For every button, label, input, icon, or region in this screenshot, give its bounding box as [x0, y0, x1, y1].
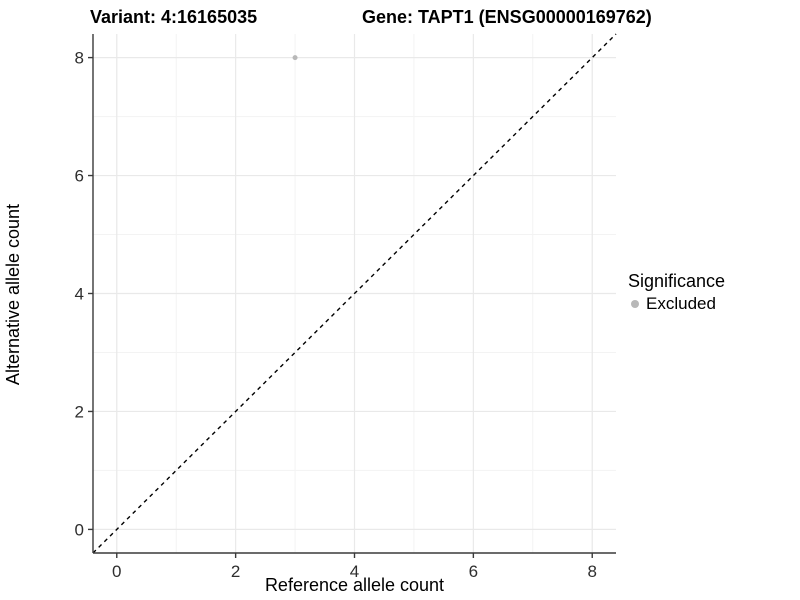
y-tick-label: 6	[75, 167, 84, 186]
y-tick-label: 2	[75, 402, 84, 421]
x-tick-label: 2	[231, 562, 240, 581]
plot-title-variant: Variant: 4:16165035	[90, 7, 258, 27]
legend-title: Significance	[628, 271, 726, 291]
y-tick-label: 4	[75, 285, 84, 304]
y-tick-label: 8	[75, 49, 84, 68]
plot-panel: 0 2 4 6 8 0 2 4 6 8	[75, 33, 617, 581]
legend-point-icon	[631, 300, 639, 308]
legend-item-label: Excluded	[646, 294, 716, 313]
y-tick-label: 0	[75, 520, 84, 539]
legend: Significance Excluded	[628, 271, 725, 314]
x-tick-label: 0	[112, 562, 121, 581]
legend-item-excluded: Excluded	[628, 294, 725, 314]
data-point	[292, 55, 298, 61]
y-axis-title: Alternative allele count	[3, 203, 23, 386]
x-tick-label: 8	[587, 562, 596, 581]
identity-reference-line	[92, 33, 617, 554]
x-tick-label: 6	[469, 562, 478, 581]
plot-title-gene: Gene: TAPT1 (ENSG00000169762)	[362, 7, 652, 27]
x-axis-title: Reference allele count	[264, 575, 445, 595]
x-tick-label: 4	[350, 562, 359, 581]
